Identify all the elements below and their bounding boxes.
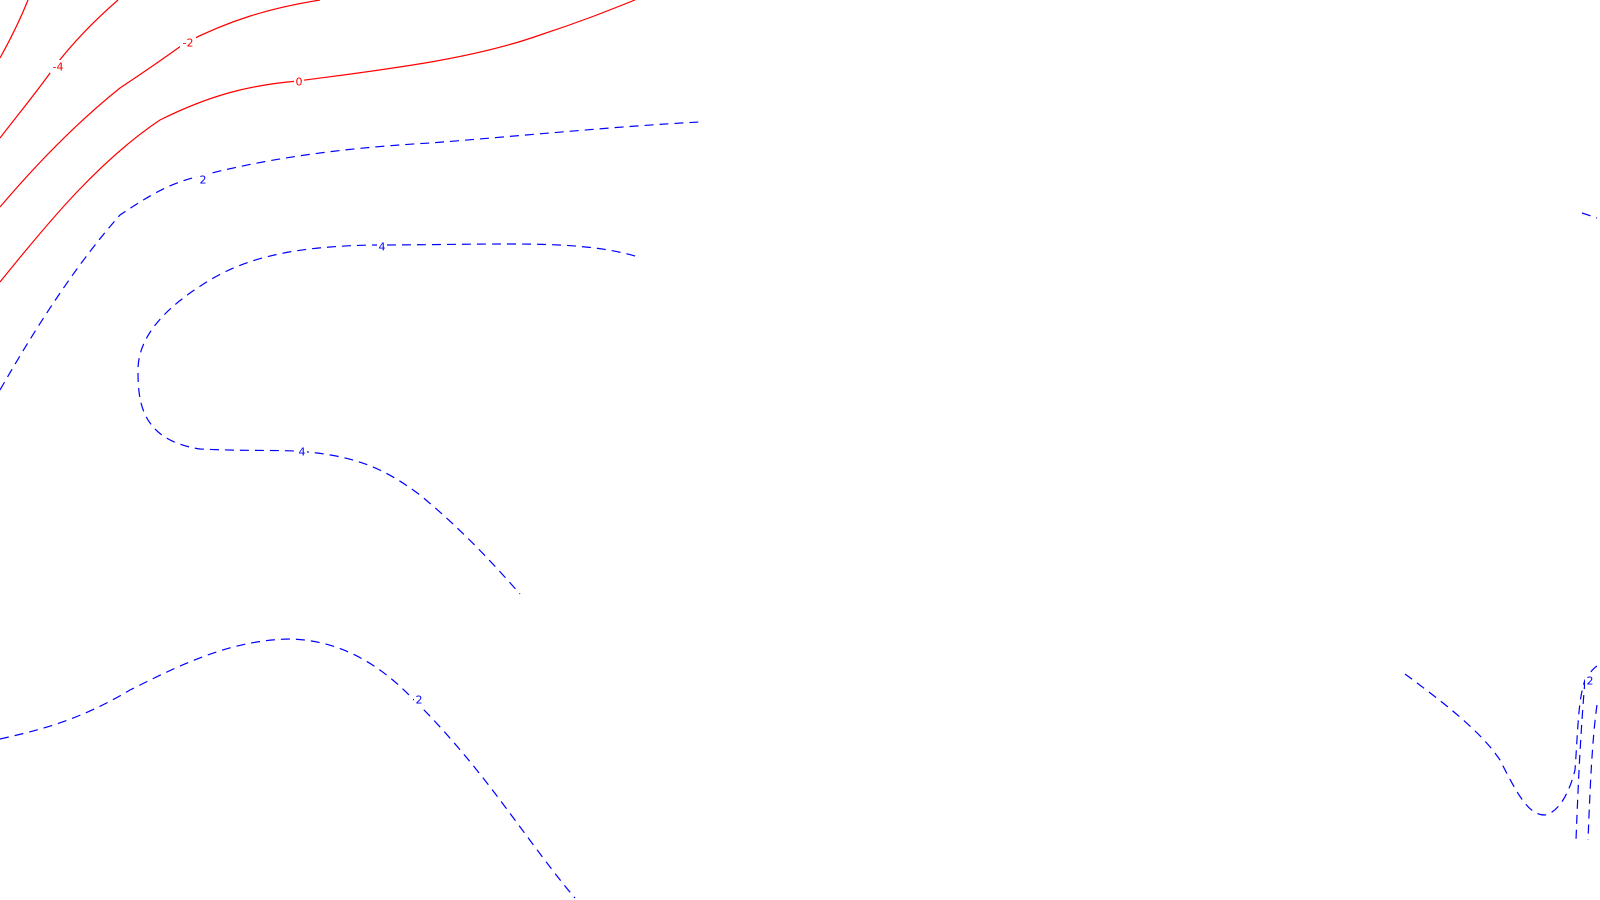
- contour-label-pos4-upper: 4: [377, 241, 387, 254]
- contour-label-pos2-right-text: 2: [1587, 675, 1594, 688]
- contour-label-zero: 0: [294, 75, 304, 89]
- contour-line-neg2: [0, 0, 321, 208]
- contour-line-pos2-right-c: [1575, 679, 1586, 841]
- contour-line-pos2-upper: [0, 121, 701, 391]
- contour-label-pos4-upper-text: 4: [379, 241, 386, 254]
- contour-line-pos-right-stub: [1581, 212, 1598, 219]
- contour-label-neg2-text: -2: [183, 37, 194, 50]
- contour-label-neg2: -2: [180, 37, 196, 50]
- contour-line-zero: [0, 0, 636, 283]
- contour-label-pos2-lower: 2: [414, 694, 424, 707]
- contour-line-pos2-lower: [0, 638, 576, 899]
- contour-line-neg4-a: [0, 0, 29, 59]
- contour-label-pos4-lower-text: 4: [299, 446, 306, 459]
- contour-line-pos4: [137, 243, 636, 595]
- contour-label-zero-text: 0: [296, 76, 303, 89]
- contour-line-pos2-right-a: [1404, 665, 1598, 816]
- contour-line-pos2-right-b: [1587, 704, 1598, 841]
- contour-label-neg4: -4: [50, 60, 66, 74]
- contour-label-pos2-upper: 2: [198, 174, 208, 187]
- contour-label-pos2-right: 2: [1585, 675, 1595, 688]
- contour-label-pos2-lower-text: 2: [416, 694, 423, 707]
- contour-label-neg4-text: -4: [53, 61, 64, 74]
- contour-label-pos4-lower: 4: [297, 446, 307, 459]
- contour-label-pos2-upper-text: 2: [200, 174, 207, 187]
